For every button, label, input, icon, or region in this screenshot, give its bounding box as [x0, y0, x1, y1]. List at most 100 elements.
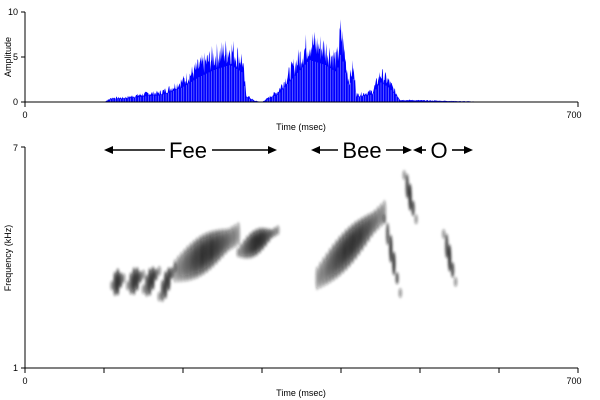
spectrogram-striation: [376, 206, 380, 231]
spectrogram-striation: [154, 268, 158, 281]
spectrogram-striation: [354, 220, 358, 260]
syllable-bee-annotation: Bee: [311, 138, 412, 163]
syllable-bee-label: Bee: [342, 138, 381, 163]
spectrogram-striation: [141, 284, 146, 295]
spectrogram-ridge: [126, 267, 146, 296]
spectrogram-ridge: [442, 229, 458, 287]
spectrogram-striation: [331, 243, 335, 282]
spectrogram-y-tick-1: 1: [13, 363, 18, 373]
spectrogram-striation: [451, 262, 455, 278]
spectrogram-striation: [379, 203, 383, 228]
spectrogram-striation: [248, 232, 253, 259]
spectrogram-ridge: [173, 222, 240, 283]
spectrogram-striation: [148, 267, 152, 296]
spectrogram-striation: [192, 239, 196, 280]
spectrogram-striation: [254, 228, 259, 257]
spectrogram-x-tick-700: 700: [566, 376, 581, 386]
spectrogram-striation: [126, 280, 130, 291]
waveform-panel: 10 5 0 0 700 Time (msec) Amplitude: [3, 7, 582, 132]
spectrogram-striation: [236, 247, 240, 258]
spectrogram-striation: [214, 229, 218, 265]
spectrogram-striation: [442, 229, 446, 239]
spectrogram-striation: [227, 227, 231, 252]
spectrogram-striation: [270, 228, 274, 239]
spectrogram-striation: [141, 269, 146, 280]
spectrogram-striation: [170, 267, 174, 280]
spectrogram-ridge: [382, 214, 402, 298]
spectrogram-y-axis-title: Frequency (kHz): [3, 225, 13, 292]
waveform-x-tick-700: 700: [566, 110, 581, 120]
spectrogram-striation: [119, 272, 123, 288]
spectrogram-striation: [233, 223, 237, 248]
spectrogram-striation: [363, 215, 367, 247]
spectrogram-striation: [402, 170, 406, 181]
spectrogram-ridge: [110, 268, 126, 297]
spectrogram-striation: [205, 231, 209, 274]
spectrogram-striation: [145, 274, 149, 297]
spectrogram-striation: [122, 273, 126, 284]
spectrogram-striation: [251, 230, 256, 258]
spectrogram-striation: [411, 200, 415, 217]
spectrogram-striation: [220, 228, 225, 258]
waveform-texture: [110, 54, 399, 102]
spectrogram-striation: [454, 276, 458, 287]
spectrogram-ridges: [110, 170, 458, 302]
spectrogram-striation: [315, 266, 319, 291]
spectrogram-striation: [217, 228, 221, 262]
spectrogram-striation: [239, 243, 243, 259]
spectrogram-striation: [382, 214, 386, 225]
spectrogram-striation: [157, 265, 161, 276]
spectrogram-striation: [414, 214, 418, 225]
spectrogram-x-axis-title: Time (msec): [276, 388, 326, 398]
spectrogram-striation: [164, 270, 168, 299]
spectrogram-ridge: [402, 170, 418, 225]
spectrogram-striation: [338, 235, 342, 277]
spectrogram-striation: [395, 272, 399, 285]
spectrogram-striation: [386, 222, 390, 246]
spectrogram-striation: [347, 225, 351, 268]
spectrogram-striation: [267, 228, 271, 243]
spectrogram-striation: [138, 270, 142, 283]
spectrogram-striation: [179, 251, 183, 283]
spectrogram-striation: [318, 261, 323, 289]
spectrogram-striation: [405, 173, 409, 199]
spectrogram-striation: [370, 211, 374, 238]
spectrogram-striation: [325, 252, 329, 286]
spectrogram-x-tick-0: 0: [22, 376, 27, 386]
spectrogram-striation: [373, 209, 377, 234]
spectrogram-striation: [398, 288, 402, 298]
spectrogram-ridge: [236, 225, 280, 260]
spectrogram-striation: [334, 239, 339, 280]
spectrogram-striation: [448, 244, 452, 272]
spectrogram-striation: [236, 222, 240, 246]
spectrogram-striation: [176, 255, 180, 283]
syllable-fee-label: Fee: [169, 138, 207, 163]
spectrogram-striation: [186, 245, 190, 282]
spectrogram-striation: [151, 266, 155, 291]
spectrogram-striation: [276, 225, 280, 236]
waveform-x-axis-title: Time (msec): [276, 122, 326, 132]
spectrogram-ridge: [315, 199, 386, 291]
spectrogram-striation: [328, 247, 332, 284]
spectrogram-striation: [366, 213, 371, 243]
syllable-o-annotation: O: [413, 138, 473, 163]
spectrogram-striation: [167, 267, 171, 291]
spectrogram-striation: [208, 230, 212, 271]
spectrogram-ridge: [141, 265, 161, 297]
spectrogram-striation: [344, 228, 348, 271]
spectrogram-striation: [242, 239, 246, 259]
spectrogram-striation: [341, 232, 345, 274]
spectrogram-striation: [389, 234, 393, 263]
spectrogram-striation: [357, 218, 361, 256]
spectrogram-striation: [198, 235, 202, 278]
waveform-area: [25, 19, 578, 102]
spectrogram-striation: [189, 242, 193, 281]
spectrogram-striation: [230, 225, 234, 250]
spectrogram-striation: [195, 237, 199, 279]
waveform-y-tick-0: 0: [13, 97, 18, 107]
spectrogram-striation: [408, 183, 412, 211]
spectrogram-striation: [132, 267, 136, 296]
waveform-x-tick-0: 0: [22, 110, 27, 120]
spectrogram-striation: [110, 280, 114, 291]
